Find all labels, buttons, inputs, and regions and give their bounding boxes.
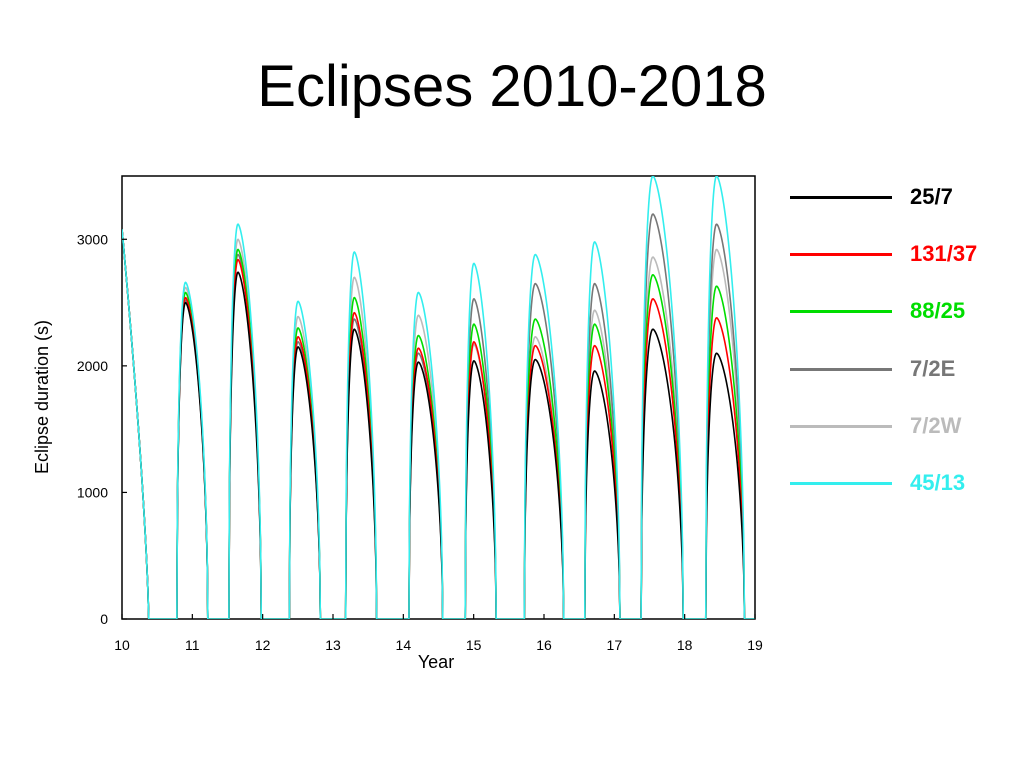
legend-label: 25/7	[910, 184, 953, 209]
legend-swatch	[790, 481, 892, 485]
legend-swatch	[790, 424, 892, 428]
legend-label: 7/2W	[910, 412, 962, 438]
slide-title: Eclipses 2010-2018	[257, 54, 767, 119]
x-tick-label: 18	[677, 637, 693, 653]
legend-swatch	[790, 253, 892, 257]
x-tick-label: 17	[607, 637, 623, 653]
x-tick-label: 11	[185, 637, 200, 653]
series-line-45-13	[122, 176, 755, 619]
legend-item-7-2e: 7/2E	[788, 342, 1018, 399]
y-axis: 0 1000 2000 3000	[77, 231, 127, 627]
x-tick-label: 15	[466, 637, 482, 653]
y-tick-label: 1000	[77, 484, 108, 500]
legend-swatch	[790, 310, 892, 314]
legend-item-45-13: 45/13	[788, 456, 1018, 513]
legend-swatch	[790, 196, 892, 199]
x-tick-label: 12	[255, 637, 271, 653]
legend-item-88-25: 88/25	[788, 284, 1018, 341]
legend-label: 131/37	[910, 241, 978, 267]
x-tick-label: 19	[747, 637, 763, 653]
y-tick-label: 0	[100, 611, 108, 627]
x-axis-label: Year	[418, 652, 454, 672]
x-tick-label: 14	[396, 637, 412, 653]
legend-swatch	[790, 367, 892, 371]
legend-item-131-37: 131/37	[788, 227, 1018, 284]
legend-label: 88/25	[910, 298, 966, 324]
y-tick-label: 2000	[77, 358, 108, 374]
legend-label: 45/13	[910, 469, 966, 495]
y-tick-label: 3000	[77, 231, 108, 247]
legend-item-7-2w: 7/2W	[788, 399, 1018, 456]
legend-item-25-7: 25/7	[788, 170, 1018, 227]
x-tick-label: 13	[325, 637, 341, 653]
plot-area	[121, 175, 756, 620]
chart-legend: 25/7 131/37 88/25 7/2E 7/2W 45/13	[788, 170, 1018, 513]
x-tick-label: 10	[114, 637, 130, 653]
x-axis: 10 11 12 13 14 15 16 17 18 19	[114, 614, 763, 653]
y-axis-label: Eclipse duration (s)	[32, 320, 52, 474]
legend-label: 7/2E	[910, 355, 956, 381]
x-tick-label: 16	[536, 637, 552, 653]
